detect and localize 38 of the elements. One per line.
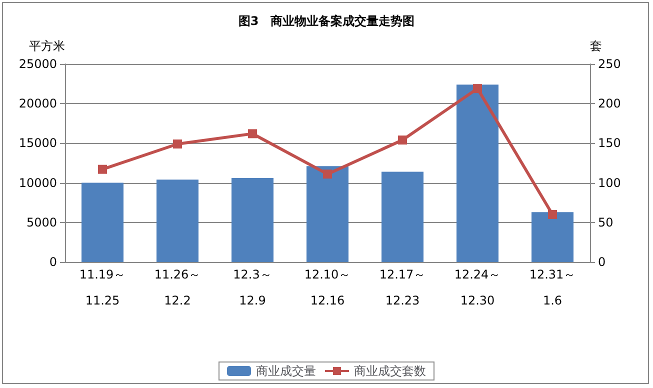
y2-tick-label: 50 — [598, 215, 614, 230]
y2-tick-label: 150 — [598, 136, 621, 150]
x-tick-label: 12.17～ 12.23 — [379, 268, 426, 308]
y-tick-label: 25000 — [18, 57, 57, 71]
x-tick-label: 12.10～ 12.16 — [304, 268, 351, 308]
y-tick-label: 5000 — [26, 215, 57, 230]
x-tick-label: 12.31～ 1.6 — [529, 268, 576, 308]
point — [248, 129, 257, 138]
point — [98, 164, 107, 174]
x-tick-label: 11.19～ 11.25 — [79, 268, 126, 308]
y2-tick-label: 250 — [598, 57, 621, 71]
y2-tick-label: 100 — [598, 176, 621, 190]
bar — [306, 166, 348, 262]
y-tick-label: 15000 — [18, 136, 57, 150]
bar — [232, 178, 274, 262]
bar — [156, 180, 198, 262]
bar — [82, 182, 124, 262]
y-tick-label: 20000 — [18, 96, 57, 111]
x-tick-label: 12.3～ 12.9 — [233, 268, 272, 308]
bar — [382, 172, 424, 262]
point — [398, 136, 407, 145]
y2-tick-label: 0 — [598, 255, 606, 269]
chart-title: 图3 商业物业备案成交量走势图 — [238, 14, 415, 28]
y2-tick-label: 200 — [598, 96, 621, 111]
x-tick-label: 12.24～ 12.30 — [454, 268, 501, 308]
point — [173, 139, 182, 148]
bar — [532, 212, 574, 262]
y2-axis-title: 套 — [590, 39, 602, 53]
point — [473, 84, 482, 94]
point — [323, 170, 332, 179]
x-tick-label: 11.26～ 12.2 — [154, 268, 201, 308]
legend-label: 商业成交量 — [256, 364, 316, 378]
bar — [456, 84, 498, 262]
y-axis-title: 平方米 — [29, 39, 65, 53]
point — [548, 210, 557, 219]
y-tick-label: 0 — [49, 255, 57, 269]
legend-label: 商业成交套数 — [354, 364, 426, 378]
y-tick-label: 10000 — [18, 176, 57, 190]
